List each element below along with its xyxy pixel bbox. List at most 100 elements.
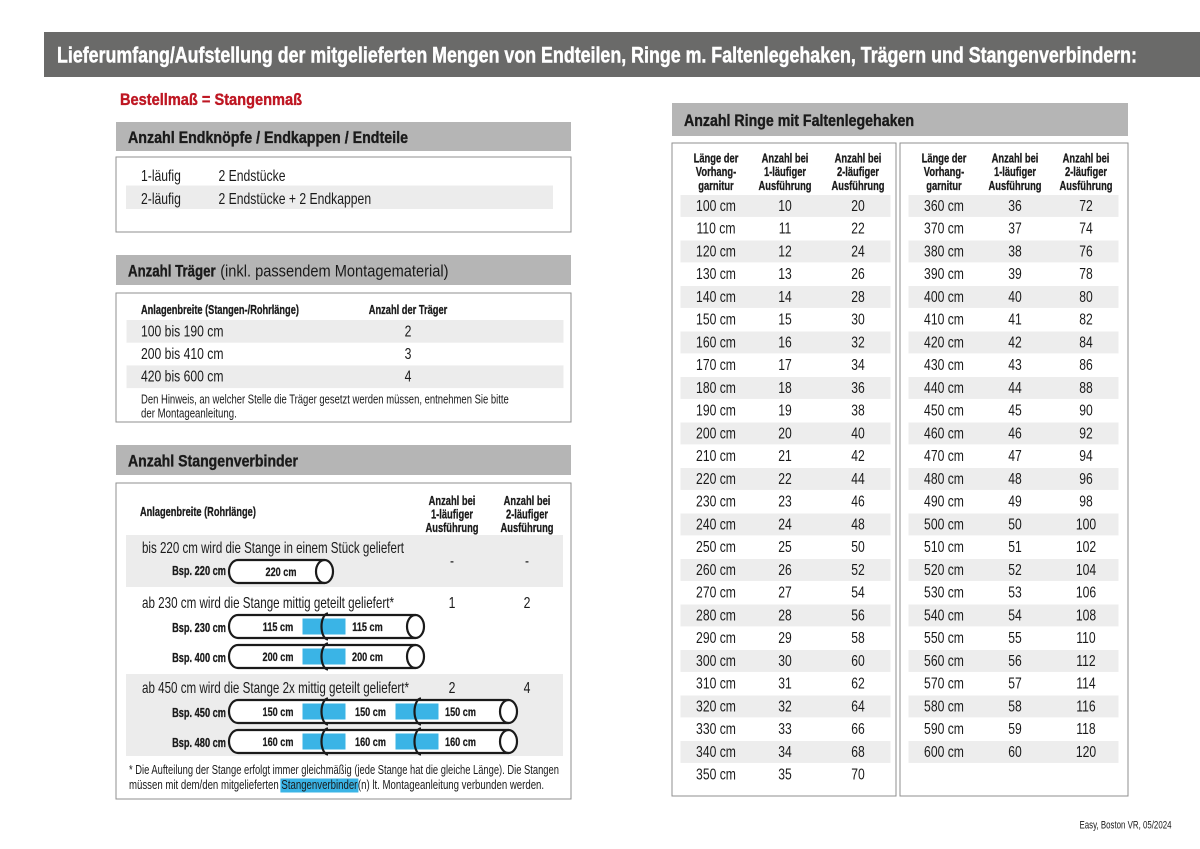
svg-text:84: 84 — [1079, 334, 1093, 351]
svg-text:450 cm: 450 cm — [924, 403, 964, 420]
svg-text:Vorhang-: Vorhang- — [924, 164, 964, 179]
svg-text:17: 17 — [778, 357, 792, 374]
svg-text:bis 220 cm wird die Stange in: bis 220 cm wird die Stange in einem Stüc… — [142, 540, 404, 557]
svg-text:29: 29 — [778, 630, 792, 647]
svg-text:Bsp. 400 cm: Bsp. 400 cm — [172, 650, 226, 665]
svg-text:210 cm: 210 cm — [696, 448, 736, 465]
svg-text:22: 22 — [851, 221, 865, 238]
svg-text:280 cm: 280 cm — [696, 607, 736, 624]
svg-text:56: 56 — [851, 607, 865, 624]
svg-text:23: 23 — [778, 494, 792, 511]
svg-text:46: 46 — [1008, 425, 1022, 442]
svg-text:160 cm: 160 cm — [355, 735, 386, 749]
svg-text:Länge der: Länge der — [694, 151, 739, 166]
svg-text:270 cm: 270 cm — [696, 585, 736, 602]
svg-text:120 cm: 120 cm — [696, 243, 736, 260]
svg-text:80: 80 — [1079, 289, 1093, 306]
svg-text:Bsp. 480 cm: Bsp. 480 cm — [172, 735, 226, 750]
svg-text:43: 43 — [1008, 357, 1022, 374]
svg-text:310 cm: 310 cm — [696, 676, 736, 693]
svg-text:Ausführung: Ausführung — [426, 520, 479, 535]
svg-text:20: 20 — [851, 198, 865, 215]
svg-text:480 cm: 480 cm — [924, 471, 964, 488]
svg-text:37: 37 — [1008, 221, 1022, 238]
svg-text:580 cm: 580 cm — [924, 698, 964, 715]
svg-text:114: 114 — [1076, 676, 1095, 693]
svg-text:44: 44 — [851, 471, 865, 488]
svg-text:12: 12 — [778, 243, 792, 260]
svg-text:370 cm: 370 cm — [924, 221, 964, 238]
svg-text:540 cm: 540 cm — [924, 607, 964, 624]
svg-text:88: 88 — [1079, 380, 1093, 397]
svg-text:32: 32 — [851, 334, 865, 351]
svg-text:Anzahl der Träger: Anzahl der Träger — [369, 302, 448, 317]
svg-text:11: 11 — [779, 221, 792, 238]
svg-text:35: 35 — [778, 767, 792, 784]
svg-text:54: 54 — [1008, 607, 1022, 624]
svg-text:48: 48 — [851, 516, 865, 533]
svg-text:56: 56 — [1008, 653, 1022, 670]
svg-text:140 cm: 140 cm — [696, 289, 736, 306]
svg-text:420 bis 600 cm: 420 bis 600 cm — [141, 369, 224, 386]
svg-text:38: 38 — [851, 403, 865, 420]
svg-text:Anzahl bei: Anzahl bei — [429, 493, 476, 508]
svg-text:13: 13 — [778, 266, 792, 283]
svg-text:190 cm: 190 cm — [696, 403, 736, 420]
svg-text:1-läufiger: 1-läufiger — [994, 164, 1036, 179]
svg-text:(n) lt. Montageanleitung verbu: (n) lt. Montageanleitung verbunden werde… — [358, 777, 544, 792]
svg-text:150 cm: 150 cm — [445, 705, 476, 719]
svg-text:2-läufiger: 2-läufiger — [506, 507, 548, 522]
svg-text:27: 27 — [778, 585, 792, 602]
svg-text:18: 18 — [778, 380, 792, 397]
svg-text:550 cm: 550 cm — [924, 630, 964, 647]
svg-text:260 cm: 260 cm — [696, 562, 736, 579]
svg-text:180 cm: 180 cm — [696, 380, 736, 397]
svg-text:200 cm: 200 cm — [696, 425, 736, 442]
svg-text:390 cm: 390 cm — [924, 266, 964, 283]
svg-text:24: 24 — [851, 243, 865, 260]
svg-text:Bestellmaß = Stangenmaß: Bestellmaß = Stangenmaß — [120, 90, 302, 109]
svg-text:400 cm: 400 cm — [924, 289, 964, 306]
svg-text:40: 40 — [851, 425, 865, 442]
svg-text:40: 40 — [1008, 289, 1022, 306]
svg-text:1-läufiger: 1-läufiger — [764, 164, 806, 179]
svg-text:2-läufiger: 2-läufiger — [837, 164, 879, 179]
svg-text:102: 102 — [1076, 539, 1096, 556]
svg-text:49: 49 — [1008, 494, 1022, 511]
svg-text:Anzahl Stangenverbinder: Anzahl Stangenverbinder — [128, 452, 298, 471]
svg-text:müssen mit dem/den mitgeliefer: müssen mit dem/den mitgelieferten — [129, 777, 279, 792]
svg-text:50: 50 — [851, 539, 865, 556]
svg-text:86: 86 — [1079, 357, 1093, 374]
svg-text:92: 92 — [1079, 425, 1093, 442]
svg-text:48: 48 — [1008, 471, 1022, 488]
svg-text:51: 51 — [1008, 539, 1022, 556]
svg-text:47: 47 — [1008, 448, 1022, 465]
svg-text:58: 58 — [1008, 698, 1022, 715]
svg-text:160 cm: 160 cm — [696, 334, 736, 351]
svg-text:28: 28 — [778, 607, 792, 624]
svg-text:54: 54 — [851, 585, 865, 602]
svg-text:34: 34 — [851, 357, 865, 374]
svg-text:1: 1 — [449, 595, 456, 612]
svg-text:100 cm: 100 cm — [696, 198, 736, 215]
svg-text:570 cm: 570 cm — [924, 676, 964, 693]
svg-text:-: - — [525, 553, 529, 570]
svg-text:42: 42 — [851, 448, 865, 465]
svg-text:Anzahl Endknöpfe / Endkappen /: Anzahl Endknöpfe / Endkappen / Endteile — [128, 128, 408, 147]
svg-text:Anzahl bei: Anzahl bei — [504, 493, 551, 508]
svg-text:der Montageanleitung.: der Montageanleitung. — [141, 406, 237, 421]
svg-text:30: 30 — [851, 312, 865, 329]
svg-text:31: 31 — [778, 676, 792, 693]
svg-text:34: 34 — [778, 744, 792, 761]
svg-text:115 cm: 115 cm — [352, 620, 382, 634]
svg-text:1-läufig: 1-läufig — [141, 168, 181, 185]
svg-text:420 cm: 420 cm — [924, 334, 964, 351]
svg-text:130 cm: 130 cm — [696, 266, 736, 283]
svg-text:520 cm: 520 cm — [924, 562, 964, 579]
svg-text:ab 230 cm wird die Stange mitt: ab 230 cm wird die Stange mittig geteilt… — [142, 595, 394, 612]
svg-text:Anzahl bei: Anzahl bei — [992, 151, 1039, 166]
svg-text:240 cm: 240 cm — [696, 516, 736, 533]
svg-text:360 cm: 360 cm — [924, 198, 964, 215]
svg-text:100 bis 190 cm: 100 bis 190 cm — [141, 323, 224, 340]
svg-text:72: 72 — [1079, 198, 1093, 215]
